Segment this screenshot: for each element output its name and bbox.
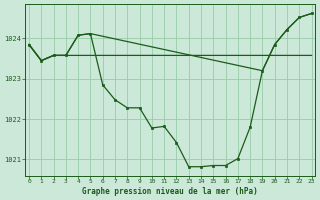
X-axis label: Graphe pression niveau de la mer (hPa): Graphe pression niveau de la mer (hPa): [83, 187, 258, 196]
